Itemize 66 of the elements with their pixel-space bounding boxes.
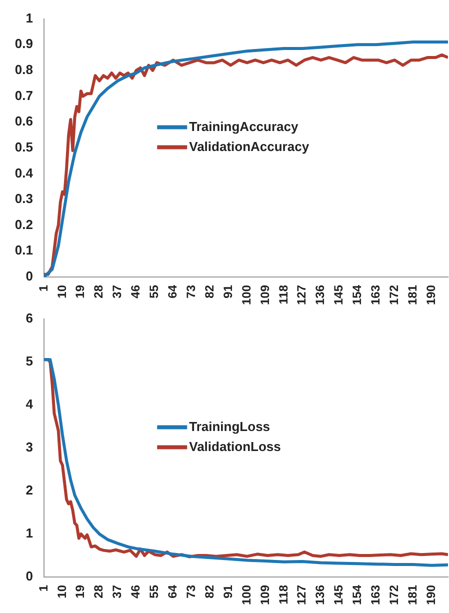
y-tick-label: 0 [26,268,33,284]
x-tick-label: 136 [313,584,328,606]
x-tick-label: 127 [294,284,309,306]
x-tick-label: 172 [387,284,401,306]
x-tick-label: 91 [220,284,235,298]
x-tick-label: 28 [92,284,106,298]
x-tick-label: 154 [350,284,364,306]
x-tick-label: 28 [92,584,106,598]
x-tick-label: 55 [147,584,162,598]
y-tick-label: 6 [26,310,33,326]
x-tick-label: 181 [405,284,420,306]
x-tick-label: 145 [332,284,346,306]
x-tick-label: 73 [184,284,198,298]
x-tick-label: 19 [73,584,88,598]
y-tick-label: 5 [26,353,33,368]
x-tick-label: 91 [220,584,235,598]
x-tick-label: 172 [387,584,401,606]
y-tick-label: 1 [26,526,33,541]
x-tick-label: 109 [258,584,272,606]
x-tick-label: 46 [128,284,143,298]
x-tick-label: 127 [294,584,309,606]
x-tick-label: 37 [110,584,124,598]
x-tick-label: 10 [54,584,69,598]
x-tick-label: 163 [368,584,383,606]
y-tick-label: 0.4 [14,165,34,180]
y-tick-label: 0.6 [14,114,33,129]
y-tick-label: 0.2 [14,216,33,232]
legend-label: TrainingAccuracy [189,118,299,134]
x-tick-label: 37 [110,284,124,298]
x-tick-label: 19 [73,284,88,298]
x-tick-label: 46 [128,584,143,598]
x-tick-label: 145 [332,584,346,606]
x-tick-label: 154 [350,584,364,606]
legend-label: ValidationLoss [189,438,281,454]
x-tick-label: 118 [276,284,290,304]
x-tick-label: 181 [405,584,420,606]
legend-label: TrainingLoss [189,418,270,434]
x-tick-label: 64 [166,284,180,298]
y-tick-label: 0.8 [14,62,33,78]
x-tick-label: 10 [54,284,69,298]
y-tick-label: 0 [26,568,33,584]
x-tick-label: 163 [368,284,383,306]
y-tick-label: 0.3 [14,191,33,206]
x-tick-label: 190 [424,284,438,306]
x-tick-label: 136 [313,284,328,306]
x-tick-label: 73 [184,584,198,598]
y-tick-label: 2 [26,482,33,498]
y-tick-label: 0.7 [14,88,33,103]
x-tick-label: 109 [258,284,272,306]
x-tick-label: 100 [239,584,254,606]
y-tick-label: 4 [26,396,34,412]
x-tick-label: 190 [424,584,438,606]
x-tick-label: 1 [36,584,50,592]
legend-label: ValidationAccuracy [189,138,310,154]
x-tick-label: 64 [166,584,180,598]
x-tick-label: 1 [36,284,50,292]
y-tick-label: 0.5 [14,139,33,154]
x-tick-label: 82 [202,284,216,298]
y-tick-label: 1 [26,10,33,26]
x-tick-label: 100 [239,284,254,306]
x-tick-label: 82 [202,584,216,598]
y-tick-label: 0.1 [14,242,33,258]
x-tick-label: 118 [276,584,290,604]
x-tick-label: 55 [147,284,162,298]
y-tick-label: 0.9 [14,36,33,52]
y-tick-label: 3 [26,439,33,454]
